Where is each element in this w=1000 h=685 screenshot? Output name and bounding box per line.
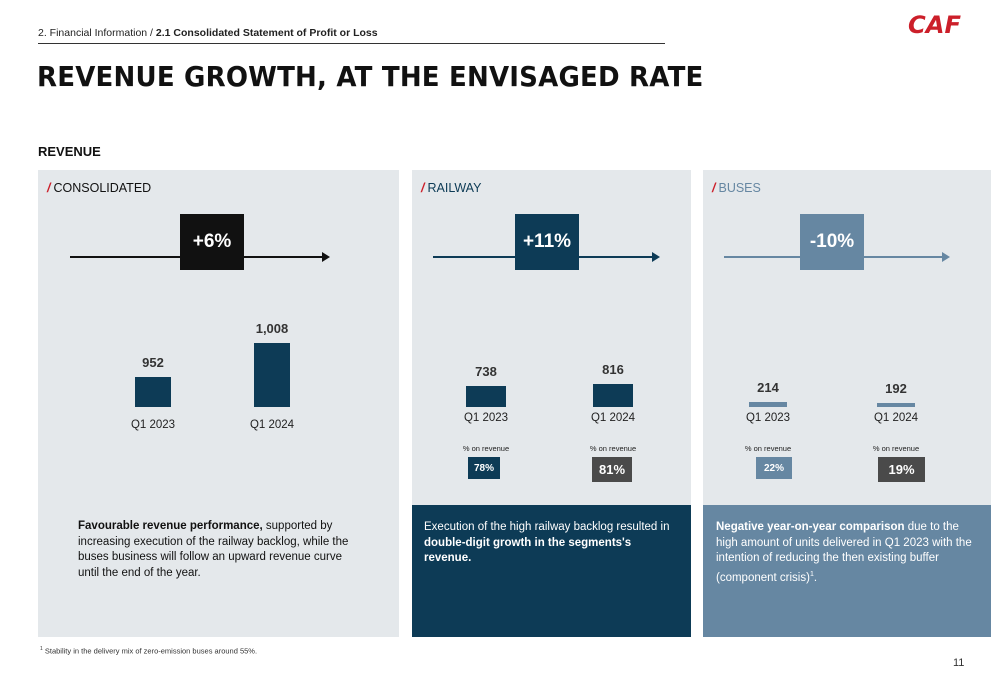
category-label: Q1 2023: [463, 412, 509, 424]
share-of-revenue-box: 81%: [592, 457, 632, 482]
description-buses-rest: due to the high amount of units delivere…: [716, 521, 972, 584]
bar-value-label: 952: [142, 355, 164, 370]
footnote-sup: 1: [40, 646, 43, 652]
caf-logo: CAF: [908, 11, 962, 37]
description-railway-bold: double-digit growth in the segments's re…: [424, 536, 632, 565]
growth-box-consolidated: +6%: [180, 214, 244, 270]
bar-value-label: 738: [475, 364, 497, 379]
page-title: REVENUE GROWTH, AT THE ENVISAGED RATE: [37, 60, 704, 93]
description-consolidated: Favourable revenue performance, supporte…: [78, 519, 358, 581]
panel-title-railway-text: RAILWAY: [427, 181, 482, 195]
share-of-revenue-label: % on revenue: [744, 444, 792, 453]
panel-title-buses: / BUSES: [712, 181, 761, 195]
bar-q1-2024: [593, 383, 633, 407]
slash-accent: /: [47, 181, 51, 195]
description-consolidated-bold: Favourable revenue performance,: [78, 520, 263, 532]
category-label: Q1 2024: [590, 412, 636, 424]
section-label: REVENUE: [38, 144, 101, 159]
growth-box-buses: -10%: [800, 214, 864, 270]
slash-accent: /: [712, 181, 716, 195]
category-label: Q1 2024: [873, 412, 919, 424]
panel-buses: / BUSES -10% Negative year-on-year compar…: [703, 170, 991, 637]
header-divider: [38, 43, 665, 44]
share-of-revenue-box: 19%: [878, 457, 925, 482]
bar-value-label: 1,008: [255, 321, 289, 336]
panel-title-consolidated: / CONSOLIDATED: [47, 181, 151, 195]
panel-title-railway: / RAILWAY: [421, 181, 481, 195]
bar-q1-2024: [254, 343, 290, 407]
share-of-revenue-box: 22%: [756, 457, 792, 479]
description-block-railway: Execution of the high railway backlog re…: [412, 505, 691, 637]
description-buses-end: .: [813, 571, 818, 584]
panel-title-buses-text: BUSES: [718, 181, 761, 195]
growth-box-railway: +11%: [515, 214, 579, 270]
footnote-marker: 1: [809, 570, 814, 578]
description-railway-pre: Execution of the high railway backlog re…: [424, 521, 670, 533]
breadcrumb-current: 2.1 Consolidated Statement of Profit or …: [155, 27, 378, 39]
panel-title-consolidated-text: CONSOLIDATED: [53, 181, 152, 195]
bar-value-label: 214: [757, 380, 779, 395]
bar-q1-2023: [749, 402, 787, 407]
share-of-revenue-label: % on revenue: [589, 444, 637, 453]
slash-accent: /: [421, 181, 425, 195]
share-of-revenue-label: % on revenue: [872, 444, 920, 453]
bar-q1-2024: [877, 402, 915, 407]
share-of-revenue-box: 78%: [468, 457, 500, 479]
description-block-buses: Negative year-on-year comparison due to …: [703, 505, 991, 637]
category-label: Q1 2024: [249, 419, 295, 431]
share-of-revenue-label: % on revenue: [462, 444, 510, 453]
breadcrumb-section: 2. Financial Information /: [38, 27, 153, 39]
panel-consolidated: / CONSOLIDATED +6% Favourable revenue per…: [38, 170, 399, 637]
footnote: 1 Stability in the delivery mix of zero-…: [40, 646, 257, 656]
category-label: Q1 2023: [130, 419, 176, 431]
logo-text: CAF: [908, 11, 962, 37]
bar-value-label: 192: [885, 380, 907, 396]
bar-value-label: 816: [602, 361, 624, 377]
description-buses-bold: Negative year-on-year comparison: [716, 521, 905, 533]
breadcrumb: 2. Financial Information / 2.1 Consolida…: [38, 27, 378, 39]
panel-railway: / RAILWAY +11% Execution of the high rail…: [412, 170, 691, 637]
description-railway: Execution of the high railway backlog re…: [424, 520, 679, 567]
description-consolidated-rest: supported by increasing execution of the…: [78, 520, 349, 579]
page-number: 11: [953, 657, 965, 669]
bar-q1-2023: [466, 386, 506, 407]
bar-q1-2023: [135, 377, 171, 407]
footnote-text: Stability in the delivery mix of zero-em…: [44, 646, 258, 656]
category-label: Q1 2023: [745, 412, 791, 424]
description-buses: Negative year-on-year comparison due to …: [716, 520, 980, 586]
